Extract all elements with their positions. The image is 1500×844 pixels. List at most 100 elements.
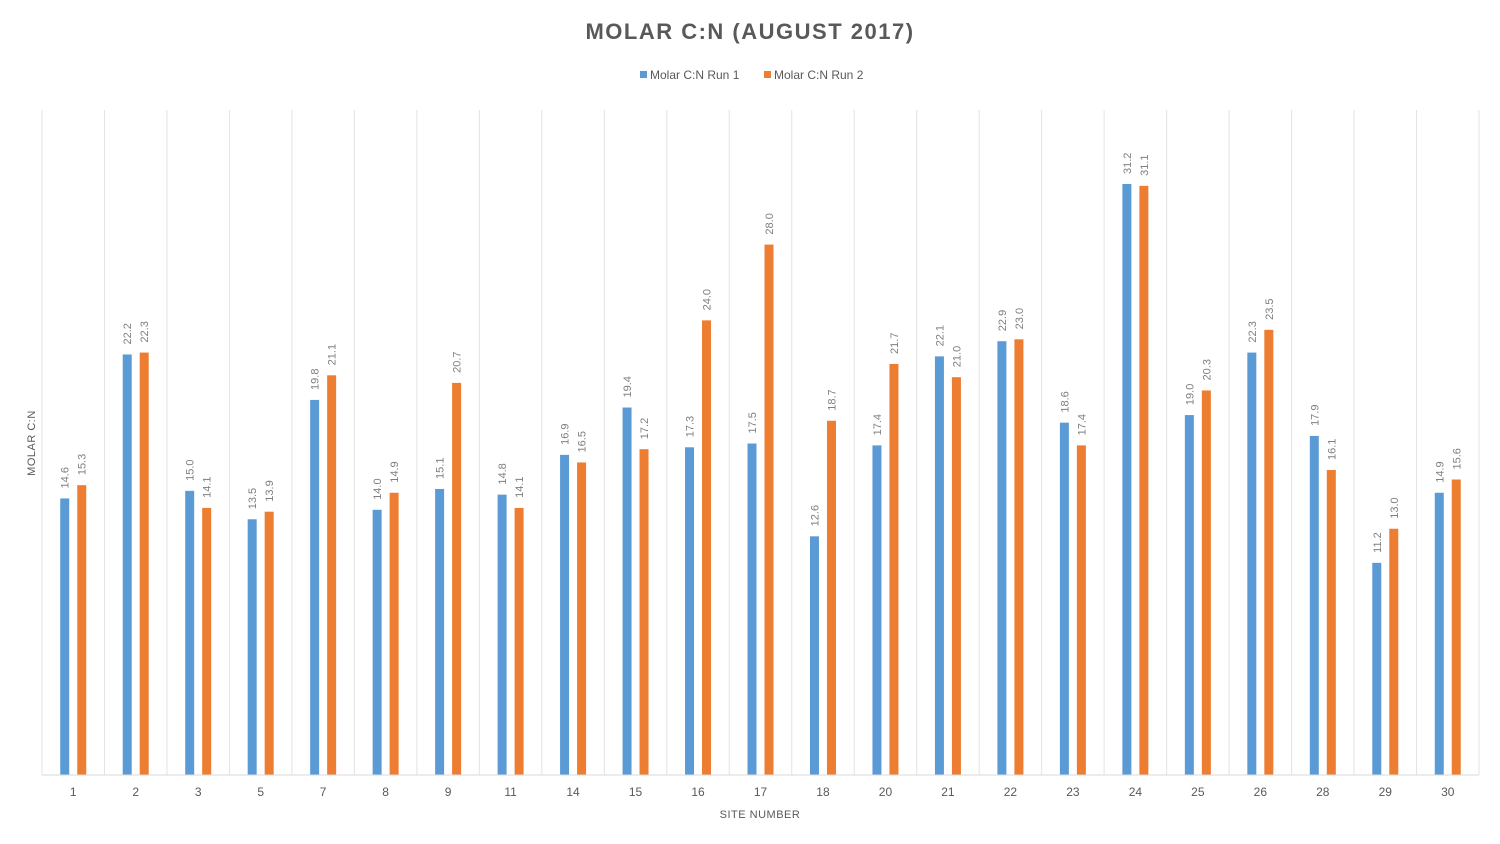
y-axis-label: MOLAR C:N — [26, 410, 38, 476]
x-tick-label: 30 — [1441, 785, 1455, 799]
data-label-run-2: 15.6 — [1451, 448, 1463, 469]
bar-run-1 — [622, 407, 632, 775]
data-label-run-2: 24.0 — [702, 289, 714, 310]
data-label-run-2: 21.1 — [327, 344, 339, 365]
x-tick-label: 1 — [70, 785, 77, 799]
bars — [60, 183, 1461, 776]
bar-run-1 — [934, 356, 944, 775]
data-label-run-1: 16.9 — [560, 423, 572, 444]
bar-run-1 — [1309, 435, 1319, 775]
data-label-run-2: 21.7 — [889, 333, 901, 354]
x-tick-label: 17 — [754, 785, 768, 799]
x-tick-label: 5 — [257, 785, 264, 799]
bar-run-2 — [327, 375, 337, 775]
x-axis-label: SITE NUMBER — [720, 809, 801, 821]
bar-run-1 — [685, 447, 695, 775]
data-label-run-1: 22.1 — [934, 325, 946, 346]
data-label-run-1: 13.5 — [247, 488, 259, 509]
bar-run-2 — [951, 377, 961, 775]
data-label-run-1: 14.6 — [60, 467, 72, 488]
data-label-run-2: 13.0 — [1389, 497, 1401, 518]
bar-run-1 — [997, 341, 1007, 775]
x-tick-label: 2 — [132, 785, 139, 799]
data-label-run-1: 22.9 — [997, 310, 1009, 331]
data-label-run-1: 19.8 — [310, 369, 322, 390]
legend-label-run-1: Molar C:N Run 1 — [650, 68, 740, 82]
data-label-run-2: 23.5 — [1264, 298, 1276, 319]
bar-run-1 — [60, 498, 70, 775]
data-label-run-1: 19.4 — [622, 376, 634, 397]
bar-run-1 — [372, 509, 382, 775]
bar-run-2 — [389, 492, 399, 775]
data-label-run-1: 12.6 — [809, 505, 821, 526]
data-label-run-2: 17.4 — [1076, 414, 1088, 435]
x-axis-tick-labels: 1 2 3 5 7 8 9 11 14 15 16 17 18 20 21 22 23 24 25 26 28 29 30 — [70, 785, 1455, 799]
legend[interactable]: Molar C:N Run 1 Molar C:N Run 2 — [640, 68, 864, 82]
bar-run-2 — [639, 449, 649, 775]
data-label-run-1: 11.2 — [1372, 532, 1384, 553]
data-label-run-1: 31.2 — [1122, 153, 1134, 174]
data-label-run-2: 17.2 — [639, 418, 651, 439]
bar-run-1 — [1434, 492, 1444, 775]
x-tick-label: 29 — [1379, 785, 1393, 799]
x-tick-label: 11 — [504, 785, 517, 799]
data-label-run-1: 17.5 — [747, 412, 759, 433]
bar-run-2 — [1389, 528, 1399, 775]
data-label-run-2: 20.7 — [452, 351, 464, 372]
data-label-run-2: 20.3 — [1201, 359, 1213, 380]
x-tick-label: 26 — [1254, 785, 1268, 799]
data-label-run-1: 18.6 — [1059, 391, 1071, 412]
bar-run-2 — [826, 420, 836, 775]
data-label-run-2: 13.9 — [264, 480, 276, 501]
data-label-run-1: 17.9 — [1309, 405, 1321, 426]
bar-run-1 — [1059, 422, 1069, 775]
bar-run-2 — [1201, 390, 1211, 775]
data-label-run-1: 22.2 — [122, 323, 134, 344]
chart-title: MOLAR C:N (AUGUST 2017) — [585, 19, 914, 44]
bar-run-2 — [202, 507, 212, 775]
legend-label-run-2: Molar C:N Run 2 — [774, 68, 864, 82]
bar-run-2 — [764, 244, 774, 776]
x-tick-label: 21 — [941, 785, 955, 799]
data-label-run-2: 21.0 — [951, 346, 963, 367]
x-tick-label: 20 — [879, 785, 893, 799]
bar-run-1 — [310, 399, 320, 775]
category-gridlines — [41, 110, 1480, 775]
data-label-run-2: 14.1 — [202, 476, 214, 497]
x-tick-label: 22 — [1004, 785, 1018, 799]
x-tick-label: 9 — [445, 785, 452, 799]
bar-run-1 — [185, 490, 195, 775]
data-label-run-1: 22.3 — [1247, 321, 1259, 342]
legend-swatch-run-1 — [640, 71, 647, 78]
bar-run-2 — [889, 363, 899, 775]
bar-run-2 — [139, 352, 149, 775]
x-tick-label: 7 — [320, 785, 327, 799]
data-labels: 14.6 15.3 22.2 22.3 15.0 14.1 13.5 13.9 19.8 21.1… — [60, 153, 1464, 553]
bar-run-2 — [702, 320, 712, 775]
bar-run-1 — [435, 488, 445, 775]
data-label-run-2: 14.1 — [514, 476, 526, 497]
x-tick-label: 8 — [382, 785, 389, 799]
bar-run-1 — [1247, 352, 1257, 775]
x-tick-label: 16 — [691, 785, 705, 799]
bar-run-1 — [747, 443, 757, 775]
data-label-run-2: 22.3 — [139, 321, 151, 342]
bar-run-1 — [122, 354, 132, 775]
bar-run-1 — [247, 519, 257, 775]
bar-run-1 — [497, 494, 507, 775]
x-tick-label: 15 — [629, 785, 643, 799]
data-label-run-1: 14.9 — [1434, 461, 1446, 482]
bar-run-1 — [560, 454, 570, 775]
bar-run-2 — [1326, 470, 1336, 775]
bar-run-1 — [1122, 183, 1132, 776]
data-label-run-2: 15.3 — [77, 454, 89, 475]
data-label-run-1: 14.8 — [497, 463, 509, 484]
bar-run-1 — [1184, 415, 1194, 775]
data-label-run-2: 31.1 — [1139, 154, 1151, 175]
data-label-run-2: 16.1 — [1326, 439, 1338, 460]
data-label-run-1: 15.1 — [435, 458, 447, 479]
legend-swatch-run-2 — [764, 71, 771, 78]
data-label-run-2: 14.9 — [389, 461, 401, 482]
bar-run-2 — [1264, 329, 1274, 775]
